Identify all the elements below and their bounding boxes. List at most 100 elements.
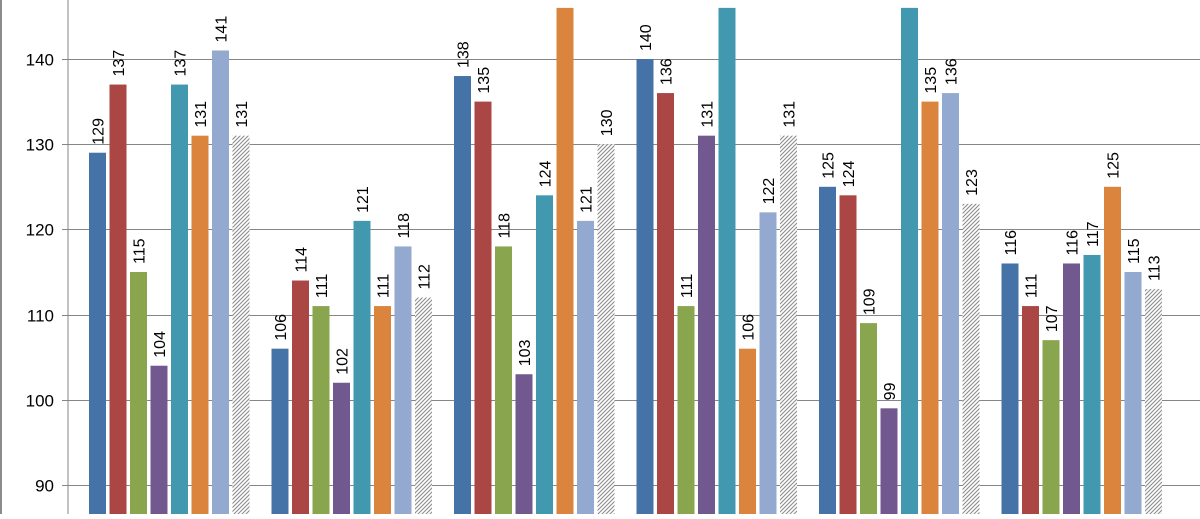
bar-series7-group3: [577, 220, 594, 519]
data-label: 114: [294, 247, 311, 273]
data-label: 107: [1044, 305, 1061, 332]
y-tick-label: 110: [27, 307, 54, 326]
bar-series6-group6: [1104, 186, 1121, 519]
bar-series5-group4: [718, 7, 736, 519]
bar-series3-group6: [1042, 340, 1060, 519]
data-label: 140: [638, 24, 655, 51]
bar-series5-group5: [901, 7, 918, 519]
bar-series6-group5: [921, 101, 939, 519]
bar-series4-group2: [333, 382, 350, 519]
data-label: 125: [821, 152, 838, 179]
data-label: 109: [862, 288, 879, 315]
bar-series1-group3: [454, 76, 471, 519]
bar-series3-group5: [860, 323, 877, 519]
bar-series8-group4: [780, 135, 797, 519]
data-label: 118: [497, 213, 514, 239]
bar-series2-group4: [657, 93, 674, 519]
bar-series8-group6: [1145, 289, 1162, 519]
bar-series7-group6: [1124, 272, 1142, 519]
data-label: 117: [1085, 221, 1102, 247]
bar-series1-group1: [89, 152, 106, 519]
bar-series2-group6: [1022, 306, 1039, 519]
data-label: 135: [476, 67, 493, 94]
data-label: 121: [355, 186, 372, 213]
data-label: 111: [314, 274, 331, 298]
y-tick-label: 140: [26, 51, 54, 70]
data-label: 129: [91, 118, 108, 145]
y-tick-label: 130: [26, 136, 54, 155]
bar-series5-group2: [353, 220, 371, 519]
bar-series1-group4: [636, 59, 654, 519]
data-label: 123: [964, 169, 981, 196]
bar-series3-group3: [495, 246, 512, 519]
bar-series1-group5: [819, 186, 836, 519]
bar-series6-group2: [374, 306, 391, 519]
bar-series7-group4: [759, 212, 777, 519]
bar-series2-group3: [474, 101, 492, 519]
bar-series6-group1: [191, 135, 209, 519]
bar-series3-group2: [312, 306, 330, 519]
data-label: 115: [132, 238, 149, 264]
bar-series1-group6: [1001, 263, 1019, 519]
y-axis: 90 100 110 120 130 140: [0, 0, 69, 514]
y-tick-label: 120: [26, 221, 54, 240]
bar-series3-group1: [130, 272, 147, 519]
data-label: 137: [173, 50, 190, 77]
bar-series8-group3: [597, 144, 615, 519]
bar-series8-group2: [415, 297, 432, 519]
bar-series6-group3: [556, 7, 574, 519]
data-label: 116: [1003, 230, 1020, 256]
data-label: 124: [841, 161, 858, 188]
data-label: 116: [1065, 230, 1082, 256]
bar-series4-group3: [515, 374, 533, 519]
bar-series4-group1: [150, 365, 168, 519]
bar-series6-group4: [739, 348, 756, 519]
data-label: 141: [214, 16, 231, 43]
bar-series4-group5: [880, 408, 898, 519]
data-label: 131: [193, 101, 210, 128]
bar-series7-group1: [212, 50, 229, 519]
bar-series5-group3: [536, 195, 553, 519]
bar-series2-group2: [292, 280, 309, 519]
bar-series2-group5: [839, 195, 857, 519]
data-label: 137: [111, 50, 128, 77]
y-tick-label: 90: [35, 477, 54, 496]
data-label: 112: [417, 264, 434, 290]
data-label: 130: [599, 109, 616, 136]
data-label: 113: [1147, 255, 1164, 281]
data-label: 106: [273, 314, 290, 341]
bar-series7-group5: [942, 93, 959, 519]
data-label: 136: [659, 58, 676, 85]
bar-series2-group1: [109, 84, 127, 519]
data-label: 104: [152, 331, 169, 358]
data-label: 122: [761, 178, 778, 205]
data-label: 115: [1126, 238, 1143, 264]
data-label: 131: [700, 101, 717, 128]
bar-series5-group1: [171, 84, 188, 519]
bar-series3-group4: [677, 306, 695, 519]
bar-series4-group4: [698, 135, 715, 519]
data-label: 111: [376, 274, 393, 298]
bars: [89, 7, 1162, 519]
data-label: 125: [1106, 152, 1123, 179]
data-label: 99: [882, 382, 899, 400]
data-label: 135: [923, 67, 940, 94]
data-label: 131: [234, 101, 251, 128]
data-label: 131: [782, 101, 799, 128]
bar-series5-group6: [1083, 254, 1101, 519]
data-label: 102: [335, 348, 352, 375]
bar-series7-group2: [394, 246, 412, 519]
data-label: 111: [679, 274, 696, 298]
bar-series1-group2: [271, 348, 289, 519]
data-label: 103: [517, 339, 534, 366]
data-label: 111: [1024, 274, 1041, 298]
data-label: 118: [396, 213, 413, 239]
data-label: 136: [944, 58, 961, 85]
data-label: 124: [538, 161, 555, 188]
data-label: 106: [741, 314, 758, 341]
data-label: 138: [456, 41, 473, 68]
bar-series4-group6: [1063, 263, 1080, 519]
